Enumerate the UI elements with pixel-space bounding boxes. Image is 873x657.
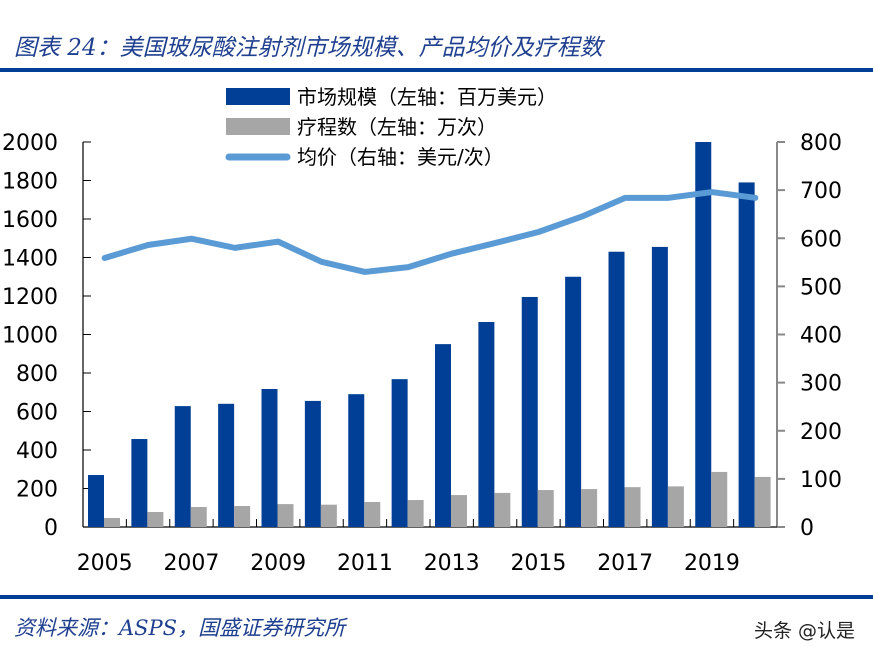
courses-bar <box>234 506 251 527</box>
courses-bar <box>667 486 684 527</box>
price-point <box>494 242 496 244</box>
courses-bar <box>711 471 728 527</box>
courses-bar <box>104 517 120 527</box>
x-tick-label: 2017 <box>597 551 653 576</box>
x-tick-label: 2015 <box>510 551 566 576</box>
price-point <box>364 271 366 273</box>
left-tick-label: 0 <box>44 516 58 541</box>
courses-bar <box>624 487 641 527</box>
market-bar <box>608 251 625 527</box>
price-point <box>624 197 626 199</box>
market-bar <box>174 406 191 527</box>
footer-rule <box>0 595 873 599</box>
price-point <box>277 241 279 243</box>
price-point <box>754 197 756 199</box>
right-tick-label: 300 <box>800 372 842 397</box>
courses-bar <box>451 495 467 527</box>
market-bar <box>304 400 321 527</box>
price-point <box>104 257 106 259</box>
legend-swatch-courses <box>226 118 290 135</box>
left-tick-label: 1800 <box>2 170 58 195</box>
legend-swatch-market <box>226 88 290 105</box>
courses-bar <box>407 500 424 527</box>
right-tick-label: 100 <box>800 468 842 493</box>
courses-bar <box>320 504 337 527</box>
left-tick-label: 1000 <box>2 324 58 349</box>
market-bar <box>435 344 451 527</box>
legend: 市场规模（左轴：百万美元） 疗程数（左轴：万次） 均价（右轴：美元/次） <box>225 85 557 169</box>
x-tick-label: 2019 <box>684 551 740 576</box>
market-bar <box>565 276 582 527</box>
market-bar <box>651 246 668 527</box>
price-point <box>234 247 236 249</box>
market-bar <box>218 403 235 527</box>
price-point <box>537 231 539 233</box>
price-point <box>711 191 713 193</box>
left-tick-label: 1400 <box>2 247 58 272</box>
market-bar <box>695 142 712 527</box>
left-tick-label: 400 <box>16 439 58 464</box>
price-point <box>147 244 149 246</box>
courses-bar <box>581 489 598 527</box>
market-bar <box>478 321 495 527</box>
price-line <box>101 189 759 275</box>
left-tick-label: 1200 <box>2 285 58 310</box>
market-bar <box>738 182 755 528</box>
market-bar <box>88 475 104 527</box>
x-tick-label: 2013 <box>424 551 480 576</box>
price-point <box>668 197 670 199</box>
courses-bar <box>277 504 294 527</box>
right-tick-label: 500 <box>800 275 842 300</box>
legend-label-price: 均价（右轴：美元/次） <box>297 145 504 169</box>
price-point <box>581 216 583 218</box>
x-tick-label: 2007 <box>163 551 219 576</box>
market-bar <box>391 379 408 527</box>
courses-bar <box>147 511 164 527</box>
courses-bar <box>364 501 381 527</box>
x-tick-label: 2011 <box>337 551 393 576</box>
x-tick-label: 2009 <box>250 551 306 576</box>
left-tick-label: 2000 <box>2 131 58 156</box>
market-bar <box>348 394 365 527</box>
legend-label-market: 市场规模（左轴：百万美元） <box>297 85 557 109</box>
source-note: 资料来源：ASPS，国盛证券研究所 <box>14 616 346 640</box>
chart-title: 图表 24：美国玻尿酸注射剂市场规模、产品均价及疗程数 <box>14 35 603 61</box>
courses-bar <box>537 490 554 527</box>
left-tick-label: 200 <box>16 478 58 503</box>
market-bar <box>131 439 148 527</box>
courses-bar <box>190 506 207 527</box>
left-tick-label: 800 <box>16 362 58 387</box>
right-tick-label: 200 <box>800 420 842 445</box>
right-tick-label: 700 <box>800 179 842 204</box>
left-tick-label: 600 <box>16 401 58 426</box>
price-point <box>190 238 192 240</box>
watermark: 头条 @认是 <box>753 620 855 642</box>
price-point <box>451 253 453 255</box>
courses-bar <box>494 492 511 527</box>
right-tick-label: 800 <box>800 131 842 156</box>
left-tick-label: 1600 <box>2 208 58 233</box>
header-rule <box>0 68 873 72</box>
right-tick-label: 600 <box>800 227 842 252</box>
chart: 市场规模（左轴：百万美元） 疗程数（左轴：万次） 均价（右轴：美元/次） 0 20… <box>2 85 842 576</box>
right-tick-label: 400 <box>800 324 842 349</box>
price-point <box>407 266 409 268</box>
market-bar <box>521 296 538 527</box>
price-point <box>321 261 323 263</box>
right-tick-label: 0 <box>800 516 814 541</box>
market-bar <box>261 388 278 527</box>
courses-bar <box>754 476 771 527</box>
legend-label-courses: 疗程数（左轴：万次） <box>297 115 497 139</box>
x-tick-label: 2005 <box>77 551 133 576</box>
